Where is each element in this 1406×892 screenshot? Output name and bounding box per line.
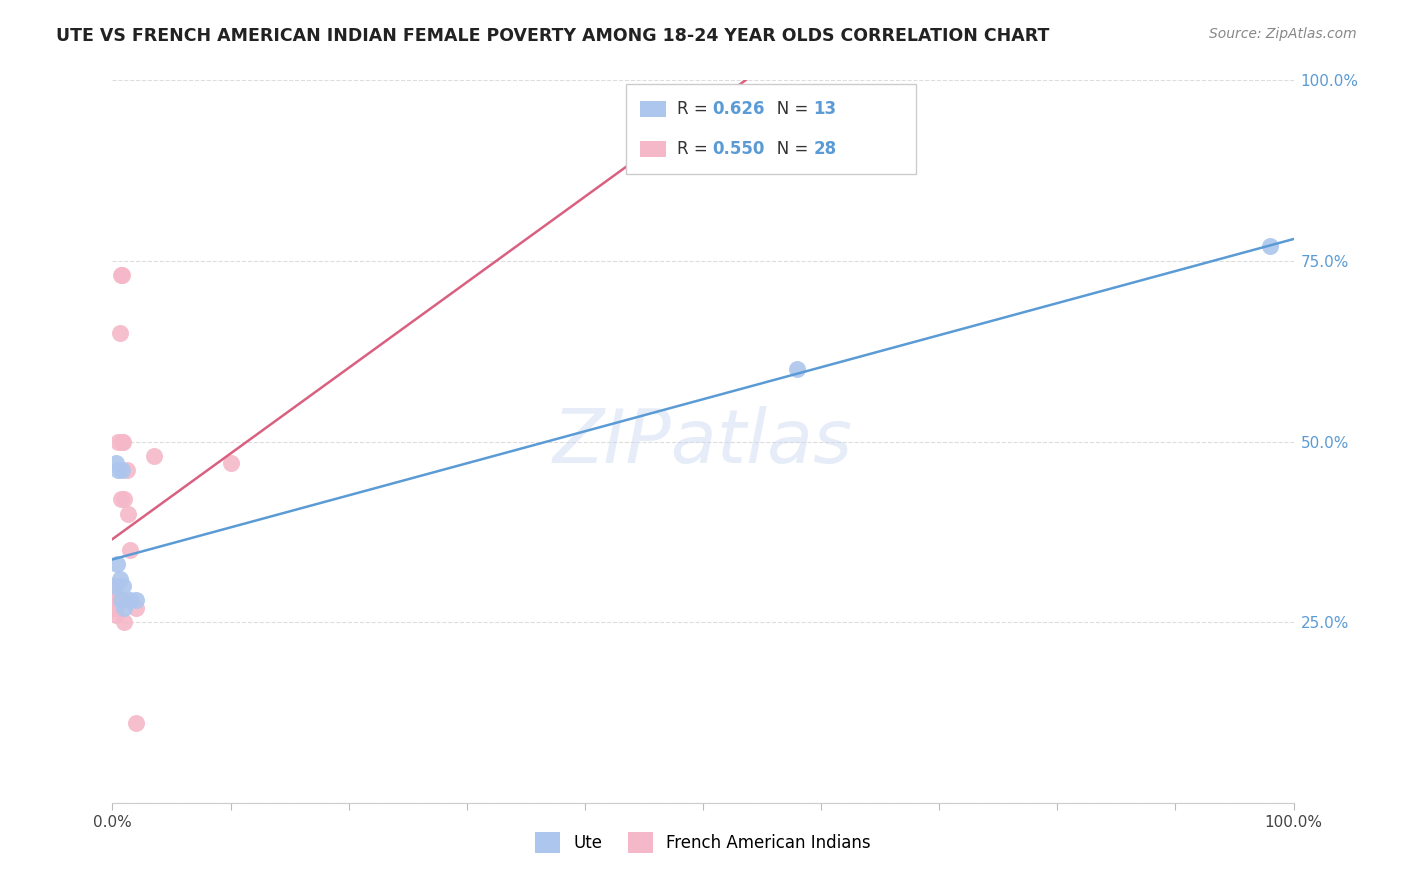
Point: [104, 593, 127, 607]
Text: N =: N =: [761, 100, 814, 118]
Point: [115, 463, 138, 477]
Point: [112, 492, 135, 507]
Text: R =: R =: [676, 100, 713, 118]
Point: [110, 492, 132, 507]
Point: [111, 463, 134, 477]
Point: [112, 615, 135, 630]
Point: [103, 600, 125, 615]
Point: [219, 456, 242, 470]
Point: [105, 607, 128, 622]
Point: [125, 600, 148, 615]
Point: [117, 507, 139, 521]
Point: [110, 593, 132, 607]
Point: [105, 456, 128, 470]
Point: [112, 434, 135, 449]
Point: [786, 362, 808, 376]
Point: [120, 542, 142, 557]
Point: [125, 716, 148, 731]
Text: N =: N =: [761, 140, 814, 158]
Text: Source: ZipAtlas.com: Source: ZipAtlas.com: [1209, 27, 1357, 41]
Point: [105, 558, 128, 572]
Point: [104, 579, 127, 593]
Legend: Ute, French American Indians: Ute, French American Indians: [529, 826, 877, 860]
Point: [105, 593, 128, 607]
Point: [107, 434, 129, 449]
Point: [112, 579, 135, 593]
Point: [110, 268, 132, 283]
Point: [112, 593, 135, 607]
Point: [112, 600, 135, 615]
Point: [104, 579, 127, 593]
Text: ZIPatlas: ZIPatlas: [553, 406, 853, 477]
Point: [108, 326, 131, 340]
Text: R =: R =: [676, 140, 713, 158]
Point: [142, 449, 165, 463]
Point: [120, 593, 142, 607]
Text: 0.550: 0.550: [711, 140, 765, 158]
Point: [1258, 239, 1281, 253]
Point: [103, 593, 125, 607]
Point: [104, 600, 127, 615]
Point: [108, 572, 131, 586]
Text: 13: 13: [813, 100, 837, 118]
Point: [125, 593, 148, 607]
Point: [103, 593, 125, 607]
Point: [105, 593, 128, 607]
Point: [111, 268, 134, 283]
Text: UTE VS FRENCH AMERICAN INDIAN FEMALE POVERTY AMONG 18-24 YEAR OLDS CORRELATION C: UTE VS FRENCH AMERICAN INDIAN FEMALE POV…: [56, 27, 1050, 45]
Point: [111, 434, 134, 449]
Point: [107, 593, 129, 607]
Text: 28: 28: [813, 140, 837, 158]
Point: [107, 463, 129, 477]
Point: [104, 579, 127, 593]
Text: 0.626: 0.626: [711, 100, 765, 118]
